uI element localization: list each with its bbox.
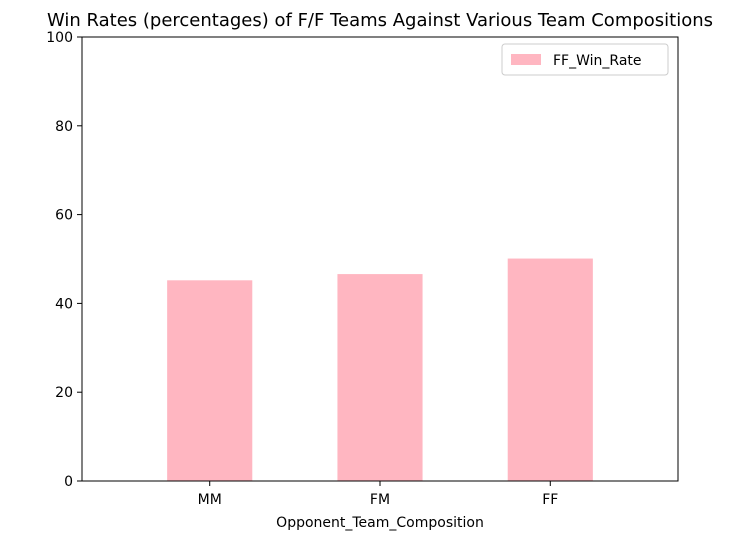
plot-area <box>167 258 593 481</box>
y-tick-label: 40 <box>55 296 73 312</box>
y-axis: 0 20 40 60 80 100 <box>46 30 82 490</box>
bar-ff <box>507 258 593 481</box>
x-tick-label: FF <box>542 492 558 508</box>
y-tick-label: 0 <box>64 474 73 490</box>
legend-box <box>501 43 669 76</box>
legend-swatch <box>511 54 541 65</box>
x-axis: MM FM FF <box>198 481 558 508</box>
legend-label: FF_Win_Rate <box>553 53 642 69</box>
x-tick-label: MM <box>198 492 222 508</box>
x-tick-label: FM <box>370 492 390 508</box>
y-tick-label: 20 <box>55 385 73 401</box>
y-tick-label: 60 <box>55 208 73 224</box>
y-tick-label: 100 <box>46 30 73 46</box>
y-tick-label: 80 <box>55 119 73 135</box>
x-axis-label: Opponent_Team_Composition <box>276 515 484 531</box>
chart-title: Win Rates (percentages) of F/F Teams Aga… <box>47 10 713 31</box>
bar-mm <box>167 280 253 481</box>
bar-fm <box>337 274 423 481</box>
legend: FF_Win_Rate <box>501 43 669 76</box>
